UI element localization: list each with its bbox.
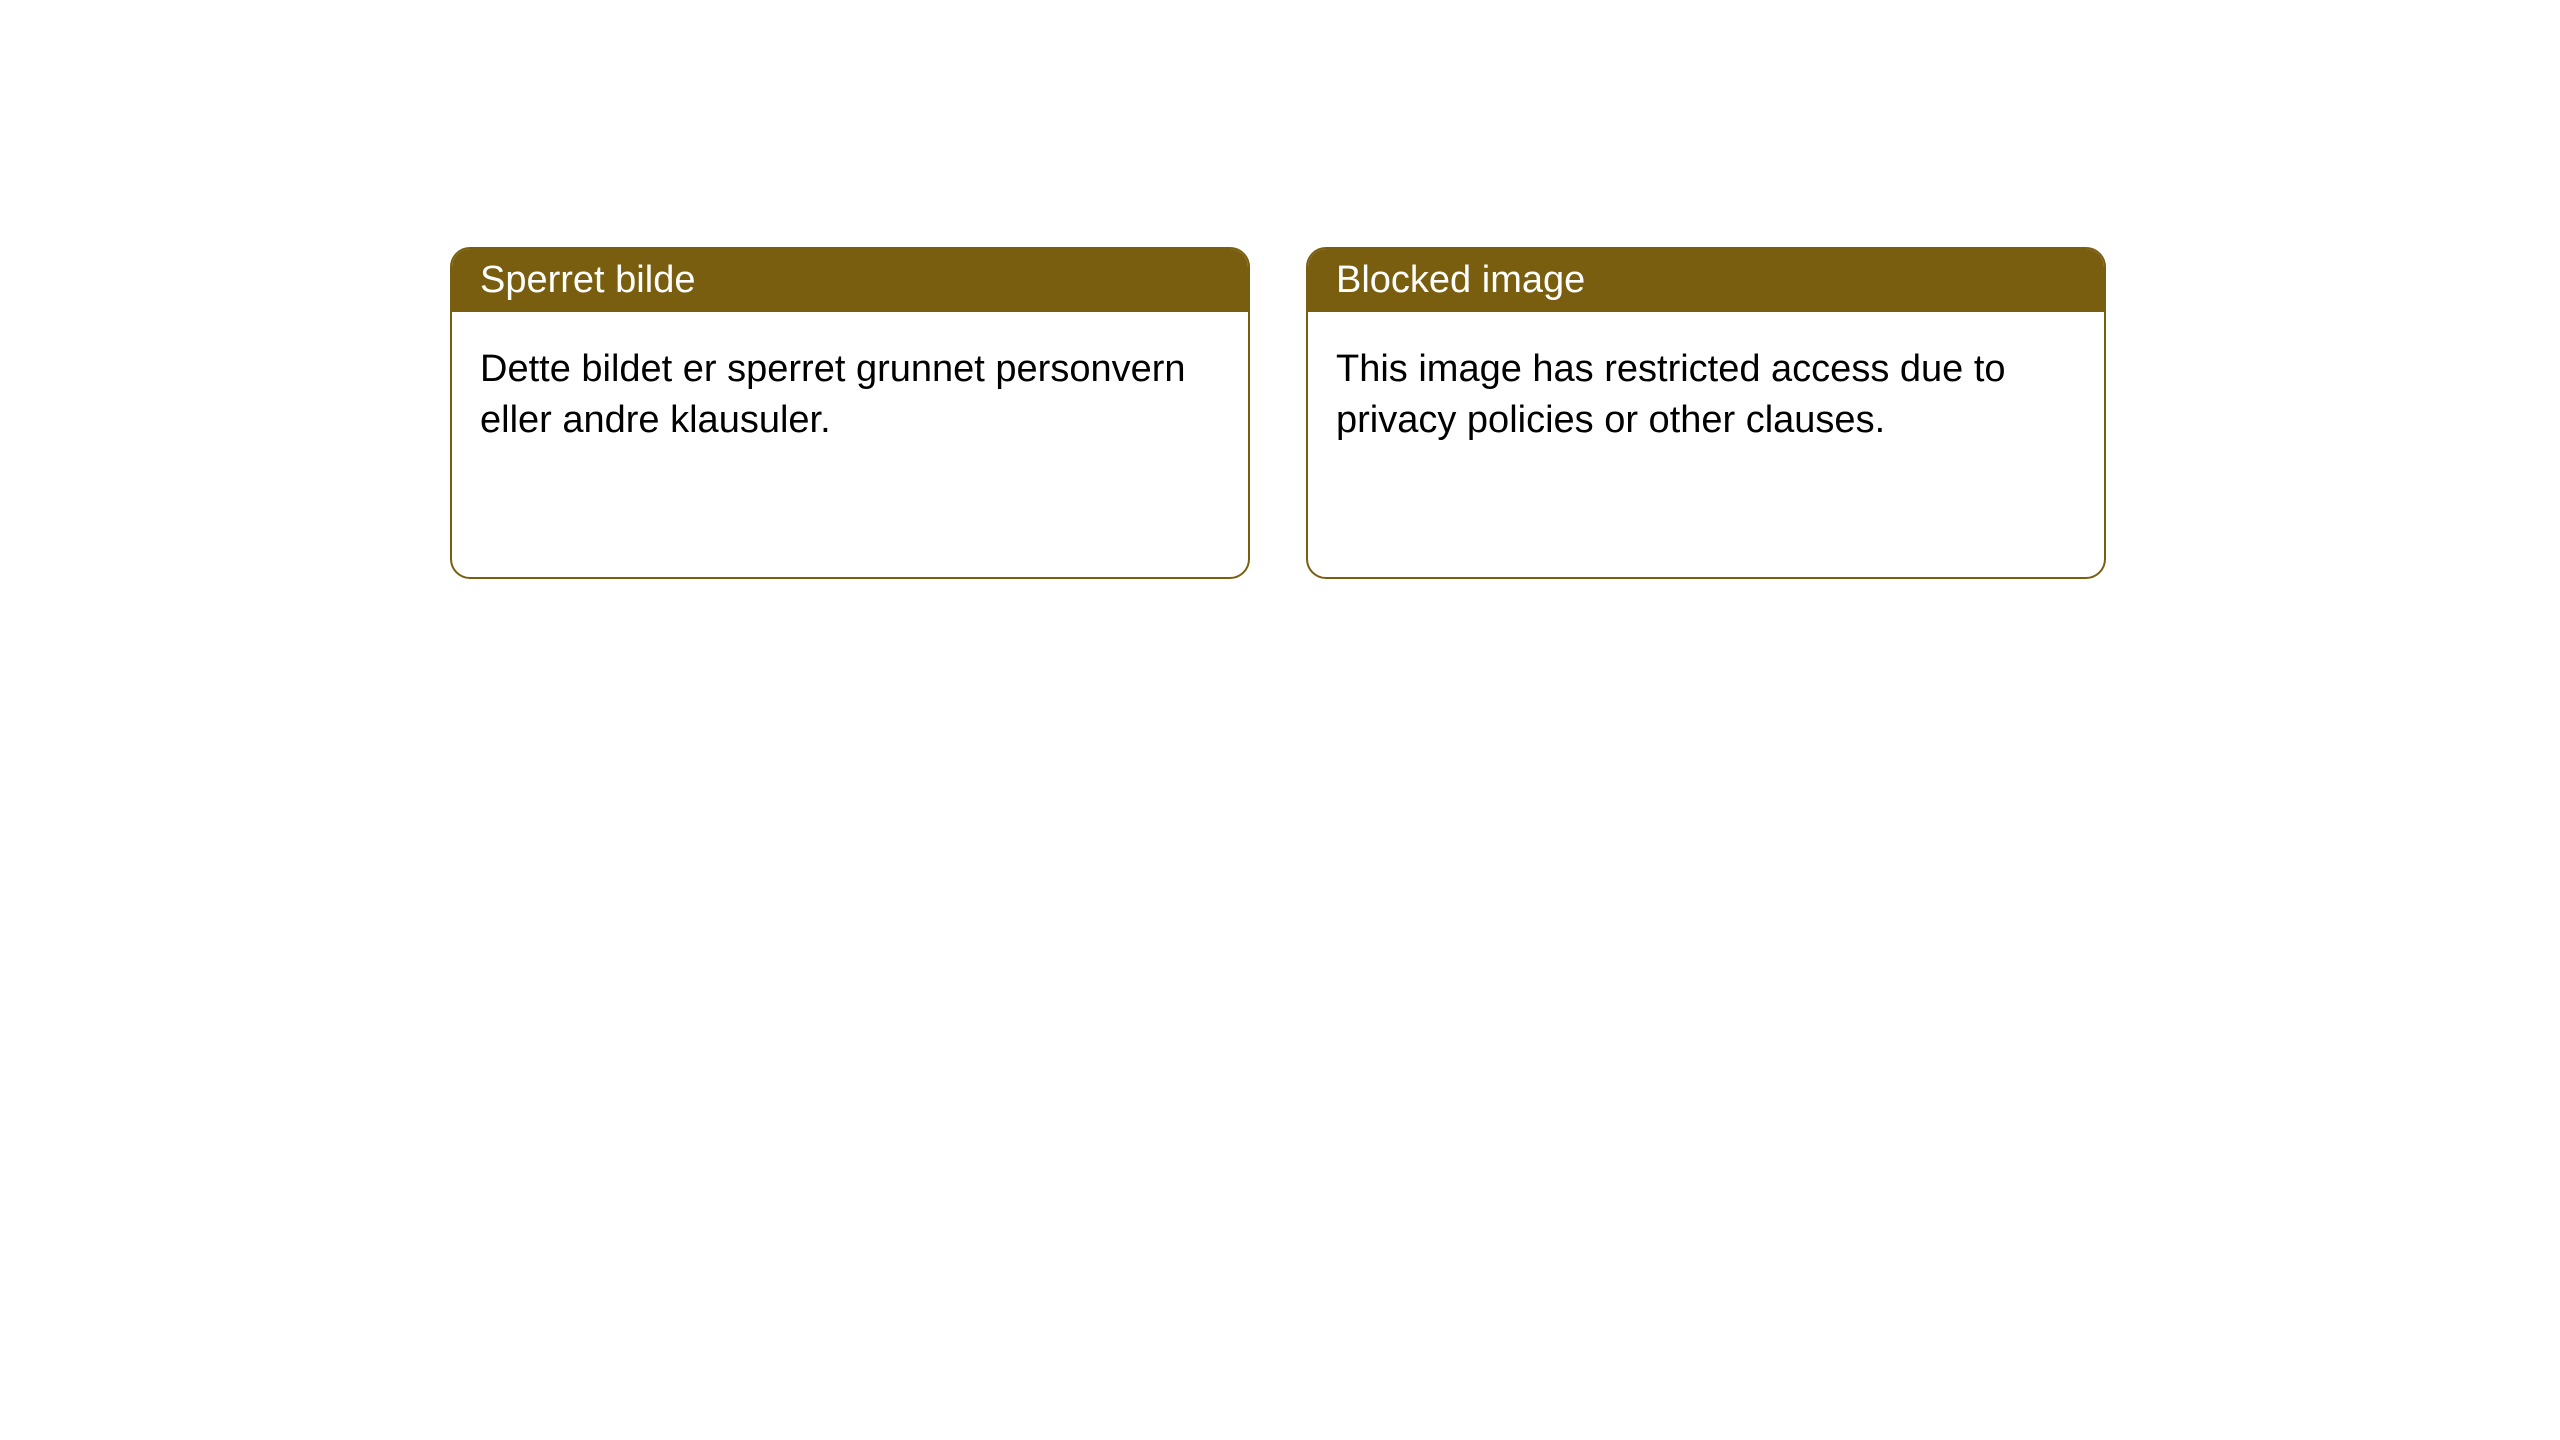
blocked-image-card-english: Blocked image This image has restricted … — [1306, 247, 2106, 579]
card-header-english: Blocked image — [1308, 249, 2104, 312]
card-body-english: This image has restricted access due to … — [1308, 312, 2104, 479]
card-header-norwegian: Sperret bilde — [452, 249, 1248, 312]
notice-container: Sperret bilde Dette bildet er sperret gr… — [450, 247, 2106, 579]
card-body-norwegian: Dette bildet er sperret grunnet personve… — [452, 312, 1248, 479]
blocked-image-card-norwegian: Sperret bilde Dette bildet er sperret gr… — [450, 247, 1250, 579]
